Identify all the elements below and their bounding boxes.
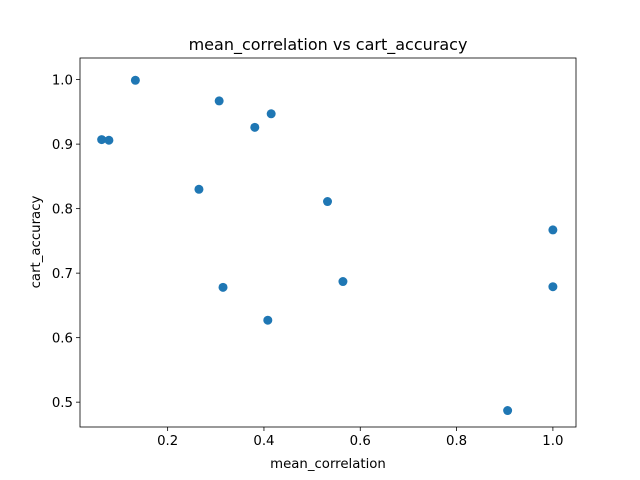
y-tick-label: 1.0	[52, 74, 73, 89]
x-tick-label: 0.2	[157, 434, 178, 449]
data-point	[266, 109, 276, 119]
chart-title: mean_correlation vs cart_accuracy	[189, 35, 468, 55]
x-tick-label: 1.0	[542, 434, 563, 449]
x-axis-label: mean_correlation	[270, 457, 386, 472]
axes-layer: 0.2 0.4 0.6 0.8 1.0 0.5 0.6 0.7 0.8 0.9 1.0	[52, 57, 577, 449]
data-point	[503, 406, 513, 416]
y-tick-label: 0.8	[52, 203, 73, 218]
data-point	[548, 282, 558, 292]
x-tick-label: 0.4	[253, 434, 274, 449]
data-point	[263, 315, 273, 325]
data-point	[130, 75, 140, 85]
y-tick-label: 0.5	[52, 396, 73, 411]
data-point	[218, 282, 228, 292]
y-tick-label: 0.9	[52, 138, 73, 153]
data-point	[104, 135, 114, 145]
y-tick-label: 0.7	[52, 267, 73, 282]
data-point	[338, 277, 348, 287]
y-axis-label: cart_accuracy	[29, 195, 44, 288]
data-point	[214, 96, 224, 106]
y-tick-label: 0.6	[52, 332, 73, 347]
data-point	[194, 184, 204, 194]
plot-frame	[79, 57, 577, 428]
data-point	[250, 122, 260, 132]
points-layer	[97, 75, 558, 416]
data-point	[548, 225, 558, 235]
x-tick-label: 0.8	[446, 434, 467, 449]
data-point	[97, 135, 107, 145]
x-tick-label: 0.6	[350, 434, 371, 449]
data-point	[323, 197, 333, 207]
